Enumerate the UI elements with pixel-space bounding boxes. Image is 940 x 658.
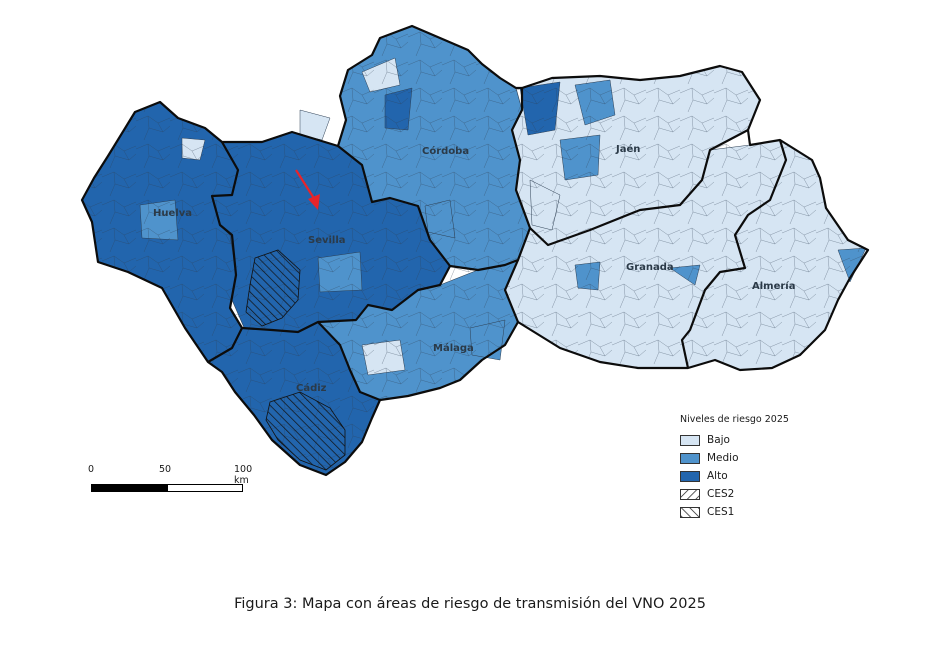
province-labels: Huelva Sevilla Córdoba Jaén Granada Alme… — [153, 143, 795, 394]
legend-label: Medio — [707, 452, 739, 464]
pointer-arrow — [295, 169, 320, 210]
legend-title: Niveles de riesgo 2025 — [680, 414, 789, 425]
scale-segment-black — [91, 484, 167, 492]
province-borders — [80, 24, 870, 477]
label-granada: Granada — [626, 262, 674, 273]
scale-segment-white — [167, 484, 243, 492]
legend-item-ces1: CES1 — [680, 503, 820, 521]
legend-swatch-medio — [680, 452, 700, 464]
legend-item-bajo: Bajo — [680, 431, 820, 449]
legend-label: CES1 — [707, 506, 735, 518]
ces1-area-cadiz — [265, 391, 346, 471]
ces-hatched-areas — [245, 249, 346, 471]
scale-bar: 0 50 100 km — [88, 464, 252, 504]
label-malaga: Málaga — [433, 342, 474, 354]
ces1-area-sevilla — [245, 249, 301, 327]
legend-swatch-ces1 — [680, 506, 700, 518]
label-almeria: Almería — [752, 280, 795, 292]
label-jaen: Jaén — [615, 143, 640, 155]
scale-tick-100: 100 km — [234, 464, 253, 486]
legend: Niveles de riesgo 2025 Bajo Medio Alto C… — [680, 414, 820, 521]
legend-swatch-alto — [680, 470, 700, 482]
municipality-boundaries — [82, 26, 868, 475]
legend-item-alto: Alto — [680, 467, 820, 485]
legend-label: Bajo — [707, 434, 730, 446]
label-sevilla: Sevilla — [308, 235, 346, 246]
legend-item-medio: Medio — [680, 449, 820, 467]
label-cadiz: Cádiz — [296, 382, 327, 394]
scale-tick-50: 50 — [159, 464, 172, 475]
legend-swatch-ces2 — [680, 488, 700, 500]
legend-item-ces2: CES2 — [680, 485, 820, 503]
figure-caption: Figura 3: Mapa con áreas de riesgo de tr… — [234, 596, 706, 612]
legend-swatch-bajo — [680, 434, 700, 446]
label-cordoba: Córdoba — [422, 145, 469, 157]
legend-label: Alto — [707, 470, 728, 482]
label-huelva: Huelva — [153, 208, 192, 219]
scale-tick-0: 0 — [88, 464, 95, 475]
legend-label: CES2 — [707, 488, 735, 500]
